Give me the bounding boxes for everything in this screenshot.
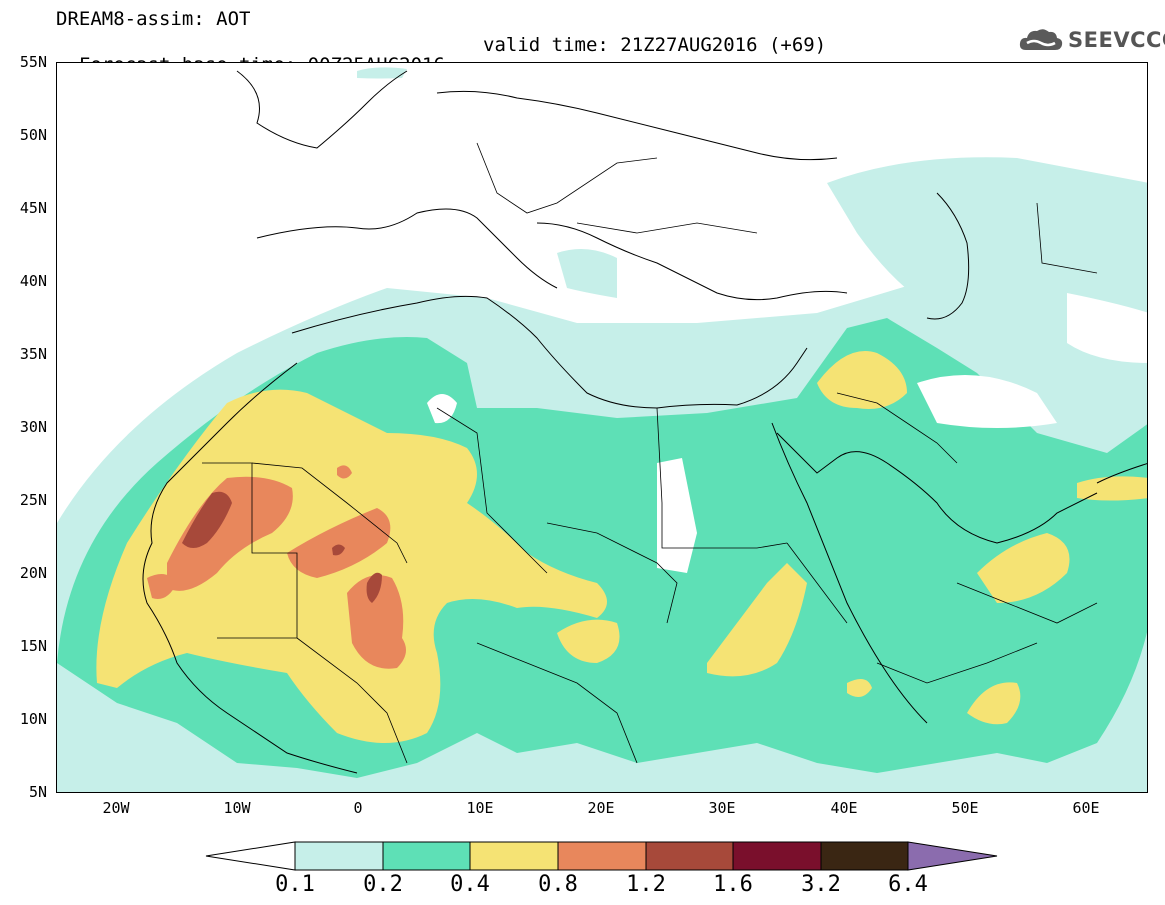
lon-label: 60E — [1072, 799, 1100, 817]
valid-time: valid time: 21Z27AUG2016 (+69) — [483, 34, 827, 56]
colorbar-swatch — [557, 841, 647, 871]
colorbar-swatch — [469, 841, 559, 871]
colorbar-label: 3.2 — [801, 872, 841, 897]
colorbar-swatch — [382, 841, 471, 871]
lat-label: 45N — [19, 199, 47, 217]
lon-label: 20E — [587, 799, 615, 817]
colorbar-label: 0.2 — [363, 872, 403, 897]
lat-label: 10N — [19, 710, 47, 728]
lat-label: 35N — [19, 345, 47, 363]
seevccc-logo: SEEVCCC — [1018, 26, 1165, 54]
lon-label: 40E — [830, 799, 858, 817]
colorbar-label: 0.4 — [450, 872, 490, 897]
aot-level-1.2 — [182, 491, 382, 603]
colorbar-over-arrow — [907, 841, 998, 871]
lat-label: 5N — [28, 783, 47, 801]
colorbar-label: 1.6 — [713, 872, 753, 897]
lat-label: 15N — [19, 637, 47, 655]
colorbar-swatch — [294, 841, 384, 871]
colorbar-swatch — [645, 841, 734, 871]
colorbar — [205, 841, 998, 871]
lon-label: 0 — [353, 799, 363, 817]
lon-label: 20W — [102, 799, 130, 817]
lat-label: 55N — [19, 53, 47, 71]
cloud-logo-icon — [1019, 29, 1063, 50]
colorbar-under-arrow — [205, 841, 296, 871]
colorbar-label: 1.2 — [626, 872, 666, 897]
map-canvas — [57, 67, 1147, 792]
coastlines — [142, 70, 1147, 774]
colorbar-label: 6.4 — [888, 872, 928, 897]
colorbar-swatch — [820, 841, 909, 871]
country-borders — [202, 142, 1098, 764]
aot-map — [56, 62, 1148, 793]
logo-text: SEEVCCC — [1068, 28, 1165, 52]
lat-label: 20N — [19, 564, 47, 582]
colorbar-swatch — [732, 841, 822, 871]
lon-label: 10W — [223, 799, 251, 817]
lon-label: 10E — [466, 799, 494, 817]
lat-label: 25N — [19, 491, 47, 509]
lat-label: 40N — [19, 272, 47, 290]
lon-label: 50E — [951, 799, 979, 817]
lat-label: 30N — [19, 418, 47, 436]
aot-level-0.8 — [147, 465, 406, 669]
colorbar-label: 0.8 — [538, 872, 578, 897]
colorbar-label: 0.1 — [275, 872, 315, 897]
map-title: DREAM8-assim: AOT — [56, 8, 251, 30]
aot-level-0.4 — [96, 351, 1147, 743]
lat-label: 50N — [19, 126, 47, 144]
lon-label: 30E — [708, 799, 736, 817]
